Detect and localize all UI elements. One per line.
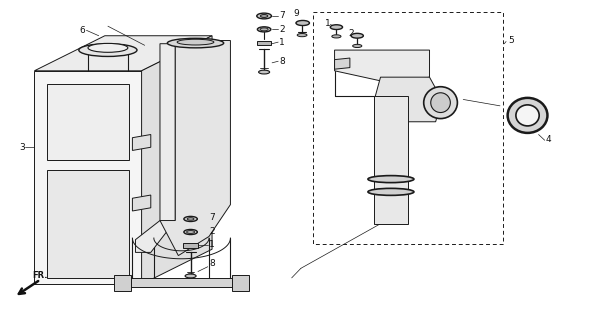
Ellipse shape: [332, 35, 341, 38]
Text: 9: 9: [293, 9, 299, 18]
Ellipse shape: [352, 44, 362, 48]
Ellipse shape: [260, 14, 268, 17]
Polygon shape: [133, 195, 151, 211]
Text: 2: 2: [349, 29, 354, 38]
Polygon shape: [34, 36, 212, 71]
Text: 5: 5: [508, 36, 514, 45]
Bar: [257, 41, 271, 45]
Ellipse shape: [88, 44, 128, 52]
Ellipse shape: [185, 274, 196, 278]
Polygon shape: [375, 96, 408, 224]
Ellipse shape: [177, 39, 214, 45]
Bar: [183, 244, 198, 248]
Polygon shape: [136, 44, 175, 252]
Ellipse shape: [508, 98, 548, 133]
Ellipse shape: [368, 188, 414, 196]
Polygon shape: [47, 84, 130, 160]
Text: 4: 4: [546, 135, 551, 144]
Text: 1: 1: [209, 240, 215, 249]
Polygon shape: [130, 278, 233, 287]
Text: 2: 2: [279, 25, 285, 34]
Ellipse shape: [187, 231, 195, 233]
Ellipse shape: [187, 218, 194, 220]
Polygon shape: [34, 71, 142, 284]
Ellipse shape: [297, 34, 307, 37]
Ellipse shape: [368, 176, 414, 183]
Bar: [313, 12, 503, 244]
Ellipse shape: [516, 105, 539, 126]
Ellipse shape: [424, 87, 457, 119]
Ellipse shape: [431, 93, 450, 113]
Polygon shape: [160, 41, 230, 256]
Ellipse shape: [184, 229, 197, 235]
Ellipse shape: [184, 216, 197, 221]
Text: 1: 1: [325, 19, 331, 28]
Text: 8: 8: [279, 57, 285, 66]
Polygon shape: [133, 134, 151, 150]
Text: FR.: FR.: [33, 271, 48, 280]
Ellipse shape: [296, 20, 309, 26]
Text: 7: 7: [279, 12, 285, 20]
Polygon shape: [232, 275, 249, 291]
Text: 8: 8: [209, 259, 215, 268]
Ellipse shape: [351, 33, 363, 38]
Ellipse shape: [257, 13, 271, 19]
Ellipse shape: [258, 70, 270, 74]
Ellipse shape: [260, 28, 268, 31]
Text: 2: 2: [209, 227, 215, 236]
Text: 6: 6: [79, 26, 85, 35]
Ellipse shape: [257, 27, 271, 32]
Text: 3: 3: [19, 143, 25, 152]
Text: 7: 7: [209, 213, 215, 222]
Polygon shape: [142, 36, 212, 284]
Polygon shape: [335, 58, 350, 69]
Polygon shape: [335, 50, 430, 84]
Polygon shape: [47, 170, 130, 278]
Ellipse shape: [330, 25, 343, 29]
Polygon shape: [114, 275, 131, 291]
Ellipse shape: [168, 38, 223, 48]
Ellipse shape: [79, 44, 137, 56]
Text: 1: 1: [279, 38, 285, 47]
Polygon shape: [375, 77, 442, 122]
